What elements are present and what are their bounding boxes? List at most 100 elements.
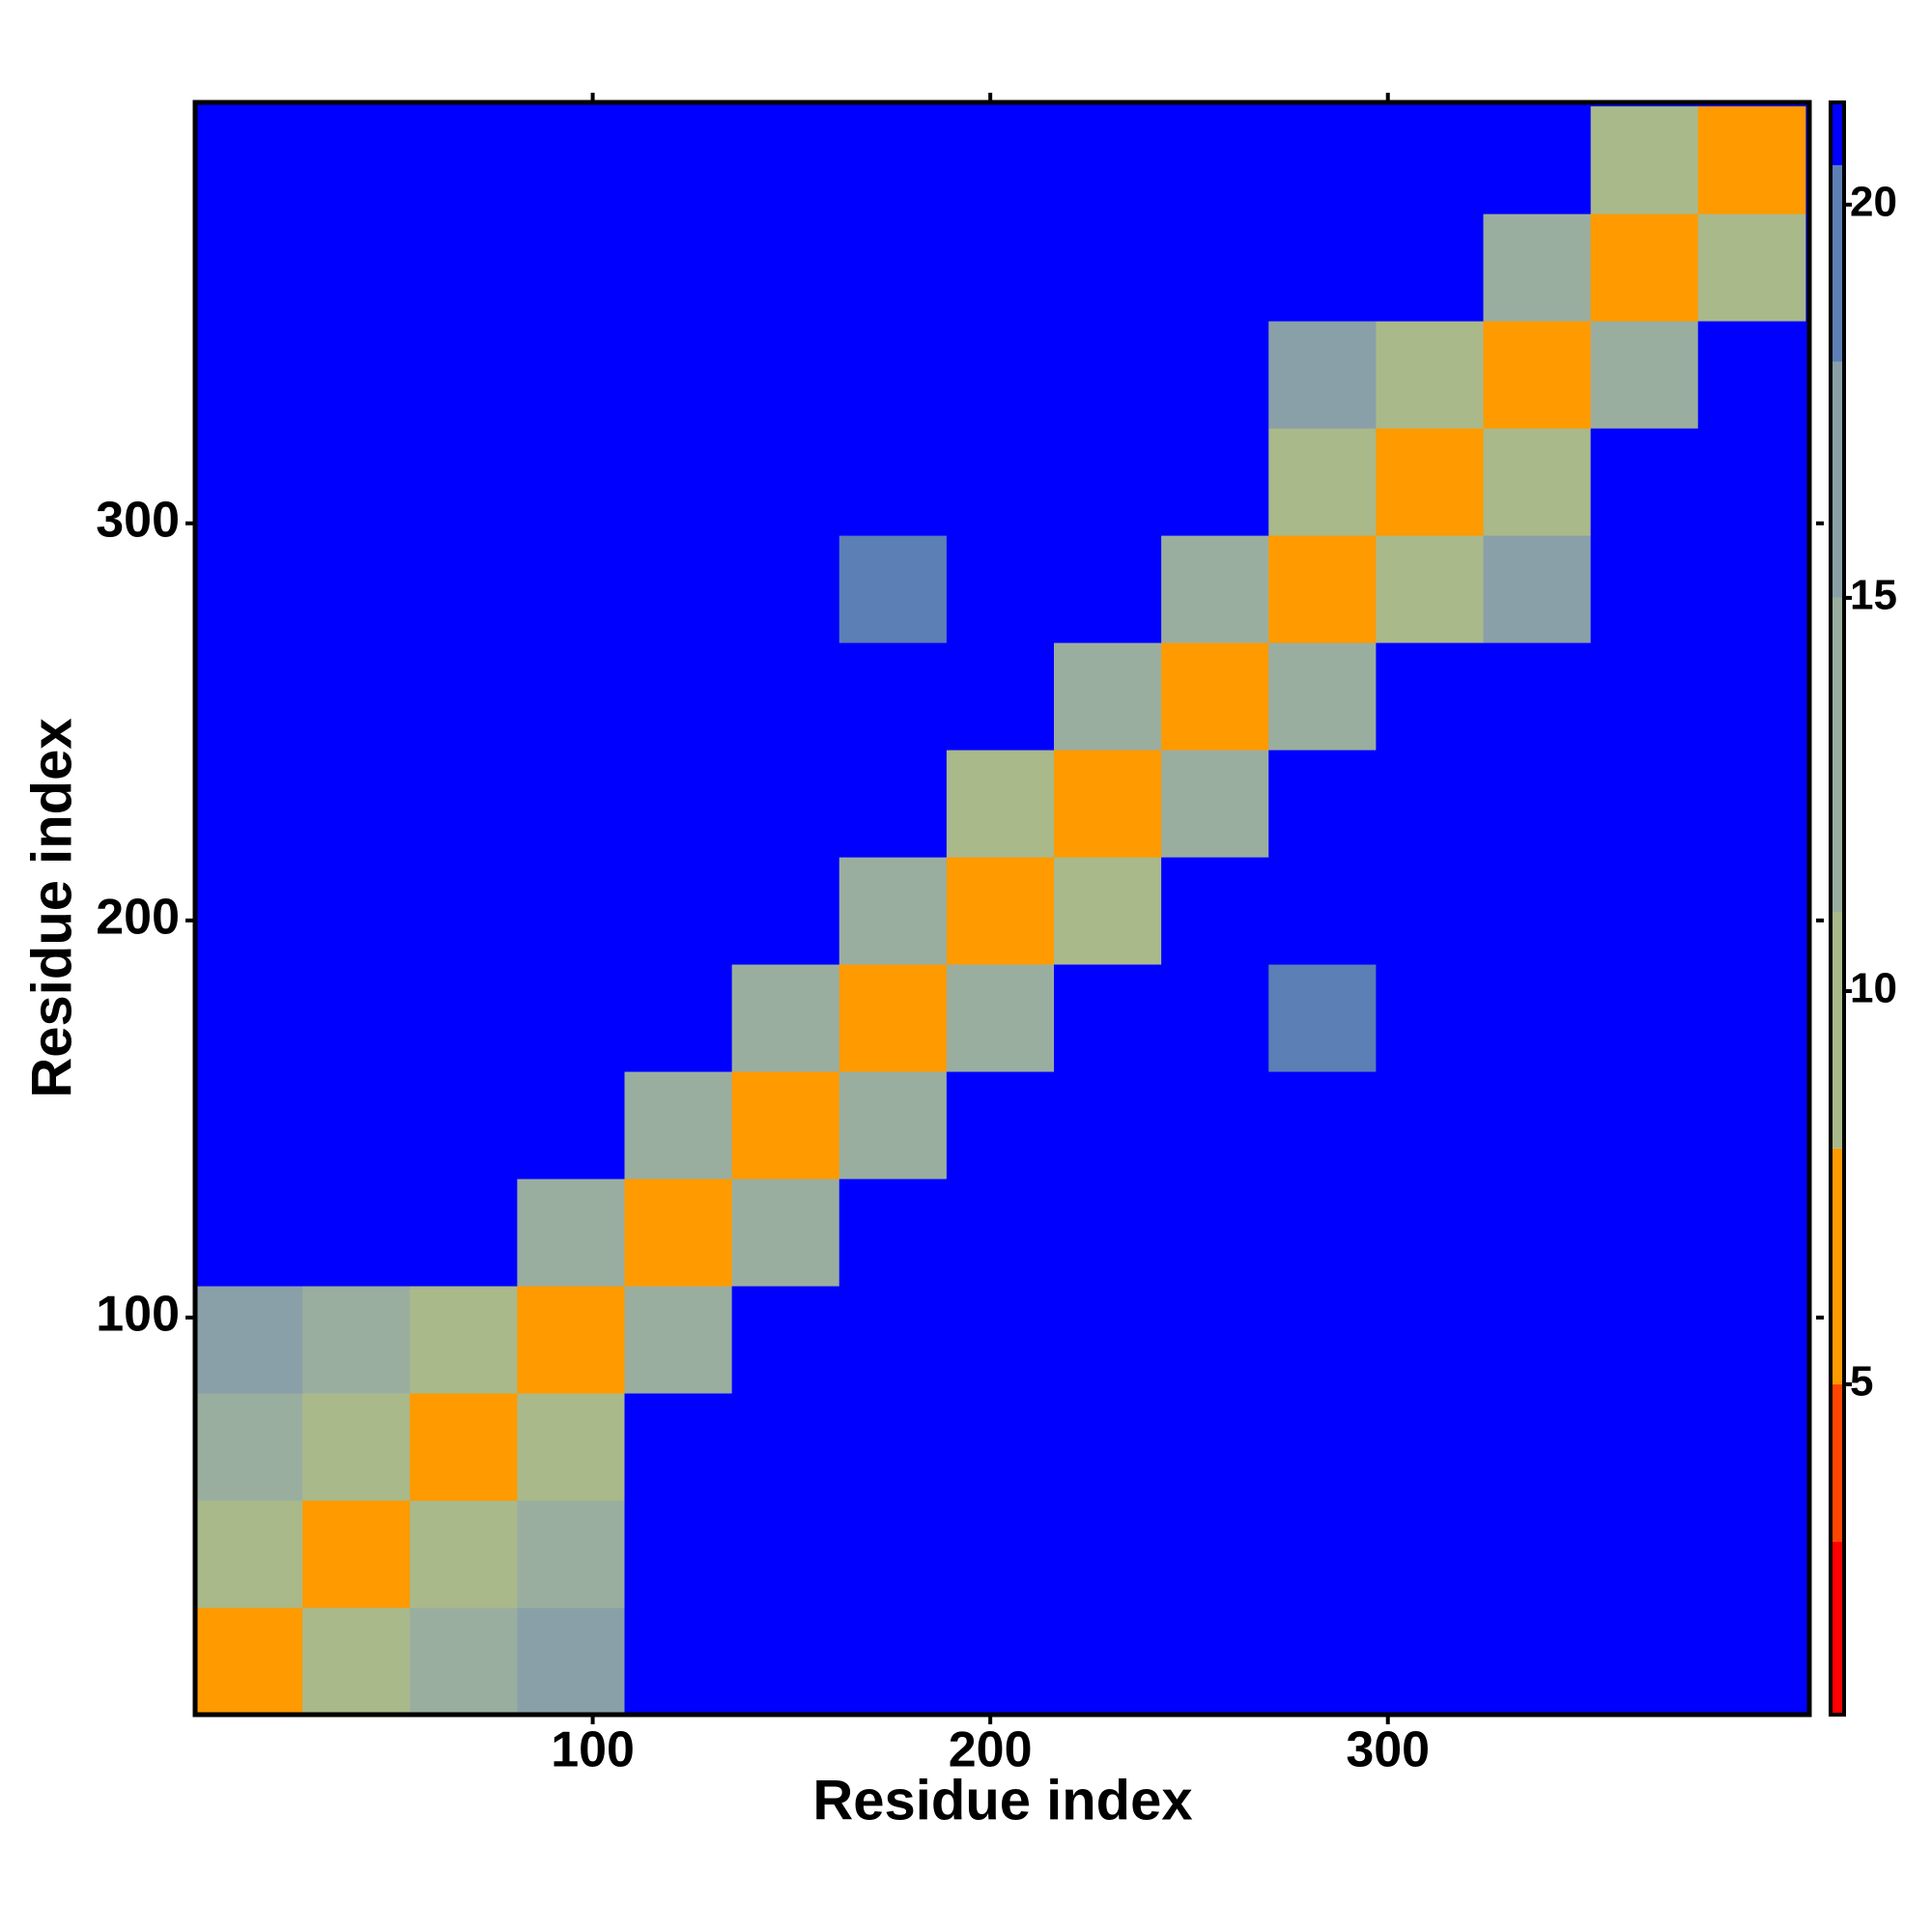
- heatmap-cell: [1376, 642, 1485, 751]
- heatmap-cell: [1590, 857, 1699, 965]
- heatmap-cell: [1483, 750, 1592, 858]
- heatmap-cell: [410, 964, 518, 1072]
- heatmap-cell: [195, 1071, 303, 1179]
- heatmap-cell: [1161, 857, 1269, 965]
- heatmap-cell: [731, 642, 840, 751]
- heatmap-cell: [838, 1393, 948, 1501]
- x-axis-label: Residue index: [812, 1769, 1192, 1832]
- heatmap-cell: [731, 1393, 840, 1501]
- heatmap-cell: [517, 750, 626, 858]
- heatmap-cell: [410, 857, 518, 965]
- heatmap-cell: [517, 642, 626, 751]
- x-tick-label: 100: [551, 1722, 635, 1778]
- heatmap-cell: [1054, 213, 1162, 322]
- heatmap-cell: [195, 321, 303, 429]
- heatmap-cell: [1268, 1286, 1377, 1394]
- heatmap-cell: [624, 1071, 733, 1179]
- heatmap-cell: [731, 428, 840, 536]
- heatmap-cell: [410, 1179, 518, 1287]
- heatmap-cell: [1376, 428, 1485, 536]
- heatmap-cell: [1268, 1607, 1377, 1716]
- heatmap-cell: [1161, 1500, 1269, 1608]
- heatmap-cell: [517, 1071, 626, 1179]
- heatmap-cell: [1376, 213, 1485, 322]
- heatmap-cell: [946, 750, 1055, 858]
- heatmap-cell: [624, 106, 733, 214]
- heatmap-cell: [1376, 1286, 1485, 1394]
- heatmap-cell: [1483, 428, 1592, 536]
- heatmap-cell: [624, 1500, 733, 1608]
- heatmap-cell: [1590, 1071, 1699, 1179]
- heatmap-cell: [1161, 642, 1269, 751]
- heatmap-cell: [838, 1607, 948, 1716]
- heatmap-cell: [731, 1607, 840, 1716]
- heatmap-cell: [838, 321, 948, 429]
- heatmap-cell: [195, 428, 303, 536]
- colorbar-segment: [1831, 912, 1844, 1149]
- heatmap-cell: [838, 428, 948, 536]
- heatmap-cell: [517, 428, 626, 536]
- heatmap-cell: [731, 321, 840, 429]
- heatmap-cell: [302, 642, 411, 751]
- heatmap-cell: [624, 750, 733, 858]
- heatmap-cell: [195, 213, 303, 322]
- heatmap-cell: [838, 1500, 948, 1608]
- heatmap-cell: [838, 106, 948, 214]
- heatmap-cell: [1161, 213, 1269, 322]
- heatmap-cell: [1590, 106, 1699, 214]
- heatmap-cell: [1483, 1607, 1592, 1716]
- heatmap-cell: [946, 1500, 1055, 1608]
- heatmap-cell: [302, 535, 411, 643]
- heatmap-cell: [1161, 1071, 1269, 1179]
- heatmap-cell: [517, 1607, 626, 1716]
- heatmap-cell: [731, 1500, 840, 1608]
- heatmap-cell: [1590, 213, 1699, 322]
- heatmap-cell: [1483, 1071, 1592, 1179]
- heatmap-cell: [302, 1607, 411, 1716]
- heatmap-cell: [1268, 535, 1377, 643]
- heatmap-cell: [195, 964, 303, 1072]
- colorbar-segment: [1831, 1541, 1844, 1715]
- heatmap-cell: [195, 1500, 303, 1608]
- heatmap-cell: [1697, 964, 1806, 1072]
- heatmap-cell: [1590, 1607, 1699, 1716]
- heatmap-cell: [195, 1179, 303, 1287]
- heatmap-cell: [838, 642, 948, 751]
- heatmap-cell: [946, 321, 1055, 429]
- heatmap-cell: [731, 1179, 840, 1287]
- heatmap-cell: [731, 964, 840, 1072]
- heatmap-cell: [838, 857, 948, 965]
- heatmap-cell: [410, 321, 518, 429]
- heatmap-cell: [1590, 535, 1699, 643]
- heatmap-cell: [1697, 1286, 1806, 1394]
- heatmap-cell: [1376, 321, 1485, 429]
- heatmap-cell: [517, 1286, 626, 1394]
- heatmap-cell: [1161, 106, 1269, 214]
- colorbar-tick-label: 15: [1850, 572, 1897, 619]
- heatmap-cell: [517, 535, 626, 643]
- colorbar-tick-label: 10: [1850, 965, 1897, 1012]
- heatmap-cell: [302, 1286, 411, 1394]
- colorbar-segment: [1831, 1148, 1844, 1385]
- heatmap-cell: [1161, 535, 1269, 643]
- heatmap-cell: [1054, 1286, 1162, 1394]
- heatmap-cell: [517, 964, 626, 1072]
- heatmap-cell: [302, 106, 411, 214]
- heatmap-cell: [1161, 321, 1269, 429]
- heatmap-cell: [838, 750, 948, 858]
- heatmap-cell: [1376, 750, 1485, 858]
- heatmap-cell: [1590, 964, 1699, 1072]
- heatmap-cell: [624, 857, 733, 965]
- heatmap-cell: [1376, 1179, 1485, 1287]
- heatmap-cell: [731, 857, 840, 965]
- heatmap-cell: [1590, 750, 1699, 858]
- heatmap-cell: [1697, 321, 1806, 429]
- heatmap-cell: [517, 213, 626, 322]
- colorbar-segment: [1831, 1384, 1844, 1542]
- heatmap-cell: [517, 1500, 626, 1608]
- heatmap-cell: [1161, 428, 1269, 536]
- heatmap-cell: [624, 535, 733, 643]
- heatmap-cell: [302, 321, 411, 429]
- heatmap-cell: [1697, 1500, 1806, 1608]
